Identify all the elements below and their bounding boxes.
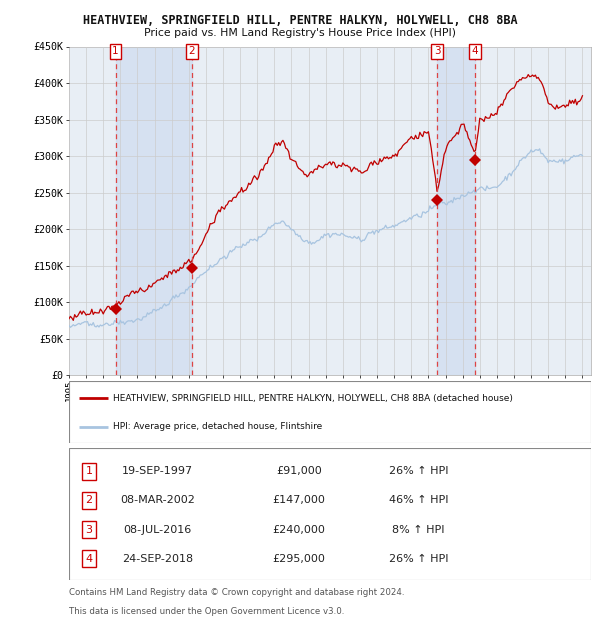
Text: Contains HM Land Registry data © Crown copyright and database right 2024.: Contains HM Land Registry data © Crown c… bbox=[69, 588, 404, 597]
Text: 4: 4 bbox=[85, 554, 92, 564]
FancyBboxPatch shape bbox=[69, 448, 591, 580]
Text: 08-MAR-2002: 08-MAR-2002 bbox=[121, 495, 195, 505]
FancyBboxPatch shape bbox=[69, 381, 591, 443]
Text: Price paid vs. HM Land Registry's House Price Index (HPI): Price paid vs. HM Land Registry's House … bbox=[144, 28, 456, 38]
Text: £240,000: £240,000 bbox=[272, 525, 325, 534]
Text: 24-SEP-2018: 24-SEP-2018 bbox=[122, 554, 193, 564]
Text: 26% ↑ HPI: 26% ↑ HPI bbox=[389, 554, 448, 564]
Text: 19-SEP-1997: 19-SEP-1997 bbox=[122, 466, 193, 476]
Text: 46% ↑ HPI: 46% ↑ HPI bbox=[389, 495, 448, 505]
Text: £147,000: £147,000 bbox=[272, 495, 325, 505]
Text: HEATHVIEW, SPRINGFIELD HILL, PENTRE HALKYN, HOLYWELL, CH8 8BA: HEATHVIEW, SPRINGFIELD HILL, PENTRE HALK… bbox=[83, 14, 517, 27]
Text: 4: 4 bbox=[472, 46, 478, 56]
Text: HPI: Average price, detached house, Flintshire: HPI: Average price, detached house, Flin… bbox=[113, 422, 323, 431]
Text: This data is licensed under the Open Government Licence v3.0.: This data is licensed under the Open Gov… bbox=[69, 606, 344, 616]
Text: HEATHVIEW, SPRINGFIELD HILL, PENTRE HALKYN, HOLYWELL, CH8 8BA (detached house): HEATHVIEW, SPRINGFIELD HILL, PENTRE HALK… bbox=[113, 394, 513, 402]
Bar bbox=[437, 46, 475, 375]
Bar bbox=[116, 46, 192, 375]
Text: 1: 1 bbox=[85, 466, 92, 476]
Text: 08-JUL-2016: 08-JUL-2016 bbox=[124, 525, 192, 534]
Text: £91,000: £91,000 bbox=[276, 466, 322, 476]
Text: 2: 2 bbox=[85, 495, 92, 505]
Text: 8% ↑ HPI: 8% ↑ HPI bbox=[392, 525, 445, 534]
Text: 3: 3 bbox=[85, 525, 92, 534]
Text: £295,000: £295,000 bbox=[272, 554, 325, 564]
Text: 3: 3 bbox=[434, 46, 440, 56]
Text: 26% ↑ HPI: 26% ↑ HPI bbox=[389, 466, 448, 476]
Text: 2: 2 bbox=[188, 46, 195, 56]
Text: 1: 1 bbox=[112, 46, 119, 56]
